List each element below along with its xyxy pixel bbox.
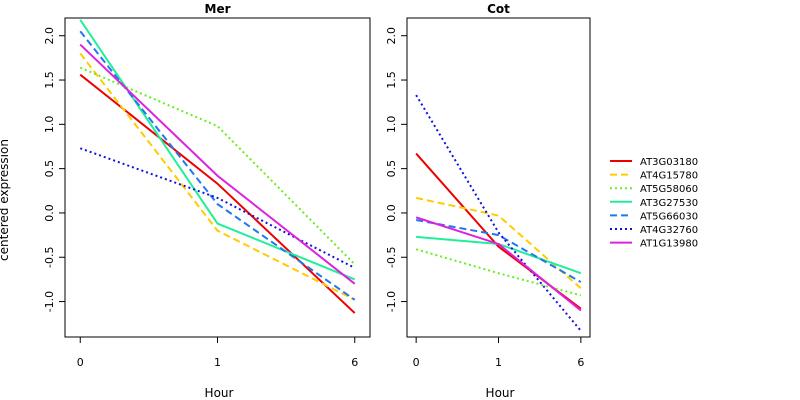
series-line-mer-at1g13980 <box>79 43 356 285</box>
y-tick-label: -0.5 <box>43 247 56 268</box>
legend: AT3G03180 AT4G15780 AT5G58060 AT3G27530 AT5G… <box>610 157 698 250</box>
series-line-mer-at4g15780 <box>79 52 356 301</box>
y-tick-label: 0.5 <box>43 160 56 178</box>
x-tick-label: 6 <box>577 356 584 369</box>
series-line-mer-at4g32760 <box>79 147 356 269</box>
legend-label: AT5G58060 <box>640 184 698 195</box>
legend-label: AT3G03180 <box>640 157 698 168</box>
x-tick-label: 0 <box>413 356 420 369</box>
y-tick-label: 0.0 <box>43 204 56 222</box>
series-line-mer-at5g58060 <box>79 66 356 266</box>
legend-item: AT1G13980 <box>610 239 698 250</box>
y-tick-label: 0.5 <box>385 160 398 178</box>
y-tick-label: -0.5 <box>385 247 398 268</box>
x-tick-label: 6 <box>351 356 358 369</box>
chart-panels: Mer 2.0 1.5 1.0 0.5 0.0 -0.5 -1.0 0 1 6 Cot 2.0 1.5 1.… <box>43 2 591 369</box>
x-axis-label-mer: Hour <box>205 386 234 400</box>
legend-label: AT5G66030 <box>640 211 698 222</box>
x-tick-label: 0 <box>77 356 84 369</box>
legend-item: AT4G15780 <box>610 171 698 182</box>
y-tick-label: 0.0 <box>385 204 398 222</box>
y-tick-label: 1.5 <box>385 71 398 89</box>
legend-label: AT4G32760 <box>640 225 698 236</box>
panel-mer: Mer 2.0 1.5 1.0 0.5 0.0 -0.5 -1.0 0 1 6 <box>43 2 371 369</box>
legend-item: AT5G66030 <box>610 211 698 222</box>
legend-item: AT3G27530 <box>610 198 698 209</box>
series-line-mer-at3g27530 <box>79 19 356 281</box>
series-line-cot-at5g58060 <box>415 248 582 297</box>
x-axis-label-cot: Hour <box>486 386 515 400</box>
legend-label: AT3G27530 <box>640 198 698 209</box>
y-tick-label: -1.0 <box>385 291 398 312</box>
y-tick-label: 2.0 <box>385 27 398 45</box>
panel-title-mer: Mer <box>205 2 231 16</box>
panel-cot: Cot 2.0 1.5 1.0 0.5 0.0 -0.5 -1.0 0 1 6 <box>385 2 591 369</box>
legend-item: AT4G32760 <box>610 225 698 236</box>
y-axis-label: centered expression <box>0 139 11 261</box>
series-line-cot-at5g66030 <box>415 219 582 283</box>
series-line-cot-at1g13980 <box>415 216 582 312</box>
legend-label: AT4G15780 <box>640 171 698 182</box>
series-line-mer-at3g03180 <box>79 73 356 314</box>
y-tick-label: 1.0 <box>385 116 398 134</box>
series-line-cot-at4g32760 <box>415 94 582 332</box>
series-line-cot-at3g03180 <box>415 152 582 310</box>
legend-item: AT5G58060 <box>610 184 698 195</box>
y-tick-label: -1.0 <box>43 291 56 312</box>
y-tick-label: 1.0 <box>43 116 56 134</box>
x-tick-label: 1 <box>214 356 221 369</box>
legend-label: AT1G13980 <box>640 239 698 250</box>
y-tick-label: 2.0 <box>43 27 56 45</box>
panel-title-cot: Cot <box>487 2 510 16</box>
y-tick-label: 1.5 <box>43 71 56 89</box>
plot-frame-cot <box>406 17 591 338</box>
x-tick-label: 1 <box>495 356 502 369</box>
legend-item: AT3G03180 <box>610 157 698 168</box>
series-line-mer-at5g66030 <box>79 30 356 301</box>
